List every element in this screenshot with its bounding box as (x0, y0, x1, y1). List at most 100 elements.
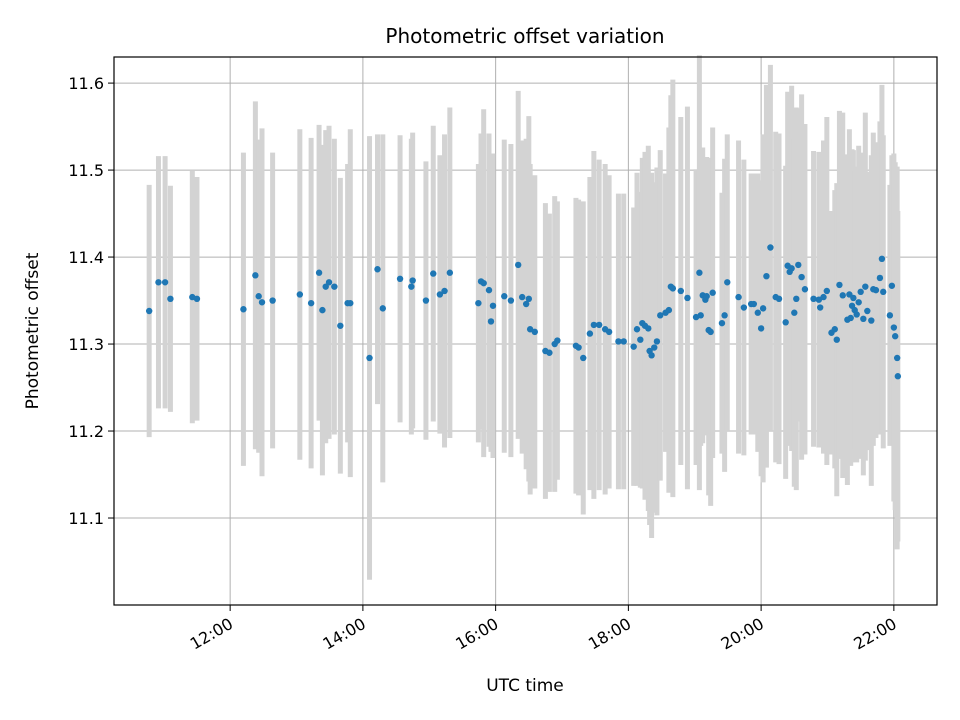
data-point (347, 299, 354, 307)
data-point (890, 324, 898, 331)
data-point (709, 289, 716, 296)
data-points (145, 244, 902, 380)
data-point (580, 354, 587, 362)
data-point (757, 325, 765, 332)
data-point (258, 299, 266, 306)
data-point (853, 311, 860, 318)
data-point (855, 299, 862, 306)
data-point (735, 293, 742, 301)
data-point (750, 300, 758, 308)
data-point (669, 285, 677, 292)
data-point (754, 309, 761, 316)
data-point (648, 352, 655, 359)
data-point (891, 333, 899, 340)
data-point (847, 314, 854, 322)
data-point (637, 336, 644, 343)
data-point (810, 295, 817, 303)
data-point (525, 295, 533, 303)
data-point (864, 307, 871, 315)
data-point (446, 269, 454, 276)
data-point (489, 302, 497, 309)
y-tick-label: 11.1 (68, 509, 104, 528)
data-point (441, 287, 448, 295)
data-point (665, 306, 673, 314)
data-point (633, 326, 641, 333)
data-point (487, 318, 495, 325)
data-point (422, 297, 430, 304)
data-point (801, 286, 809, 293)
x-axis-label: UTC time (486, 676, 564, 696)
data-point (893, 354, 901, 362)
data-point (605, 328, 613, 336)
data-point (798, 273, 805, 281)
data-point (155, 279, 162, 286)
data-point (793, 295, 800, 303)
data-point (595, 321, 603, 329)
y-axis-label: Photometric offset (23, 252, 43, 409)
data-point (888, 282, 896, 289)
data-point (791, 309, 798, 316)
plot-frame (113, 56, 938, 606)
data-point (816, 304, 824, 311)
data-point (575, 344, 582, 351)
data-point (782, 319, 789, 326)
data-point (590, 321, 598, 329)
data-point (408, 283, 415, 290)
data-point (620, 338, 627, 345)
data-point (707, 328, 714, 336)
data-point (252, 272, 259, 279)
data-point (872, 286, 880, 294)
data-point (546, 349, 553, 356)
data-point (409, 277, 416, 284)
data-point (759, 305, 767, 312)
data-point (697, 312, 704, 319)
data-point (167, 295, 174, 303)
data-point (255, 293, 262, 300)
data-point (374, 266, 381, 273)
data-point (767, 244, 774, 251)
data-point (862, 283, 869, 290)
data-point (815, 296, 823, 303)
data-point (379, 305, 387, 312)
data-point (696, 269, 703, 276)
data-point (518, 293, 526, 301)
data-point (703, 293, 710, 300)
data-point (651, 344, 658, 351)
data-point (615, 338, 622, 345)
data-point (531, 328, 538, 336)
data-point (718, 319, 726, 327)
data-point (366, 354, 373, 362)
data-point (630, 343, 637, 350)
data-point (475, 299, 482, 307)
data-point (315, 269, 323, 276)
y-tick-label: 11.4 (68, 248, 104, 267)
data-point (436, 291, 444, 298)
data-point (724, 279, 731, 286)
data-point (795, 261, 802, 269)
data-point (721, 312, 728, 319)
data-point (836, 281, 843, 289)
data-point (677, 287, 685, 295)
data-point (325, 279, 333, 286)
data-point (480, 279, 487, 287)
y-tick-label: 11.3 (68, 335, 104, 354)
data-point (645, 325, 652, 332)
data-point (775, 295, 783, 303)
data-point (430, 270, 437, 277)
data-point (740, 304, 748, 311)
data-point (322, 283, 329, 290)
data-point (878, 255, 886, 263)
data-point (839, 292, 846, 299)
data-point (833, 336, 840, 343)
data-point (894, 373, 902, 380)
data-point (876, 274, 884, 282)
data-point (193, 295, 201, 303)
data-point (763, 273, 770, 280)
data-point (860, 315, 867, 323)
data-point (396, 275, 404, 283)
data-point (307, 299, 315, 307)
data-point (880, 288, 887, 296)
data-point (240, 306, 247, 313)
data-point (850, 294, 857, 302)
